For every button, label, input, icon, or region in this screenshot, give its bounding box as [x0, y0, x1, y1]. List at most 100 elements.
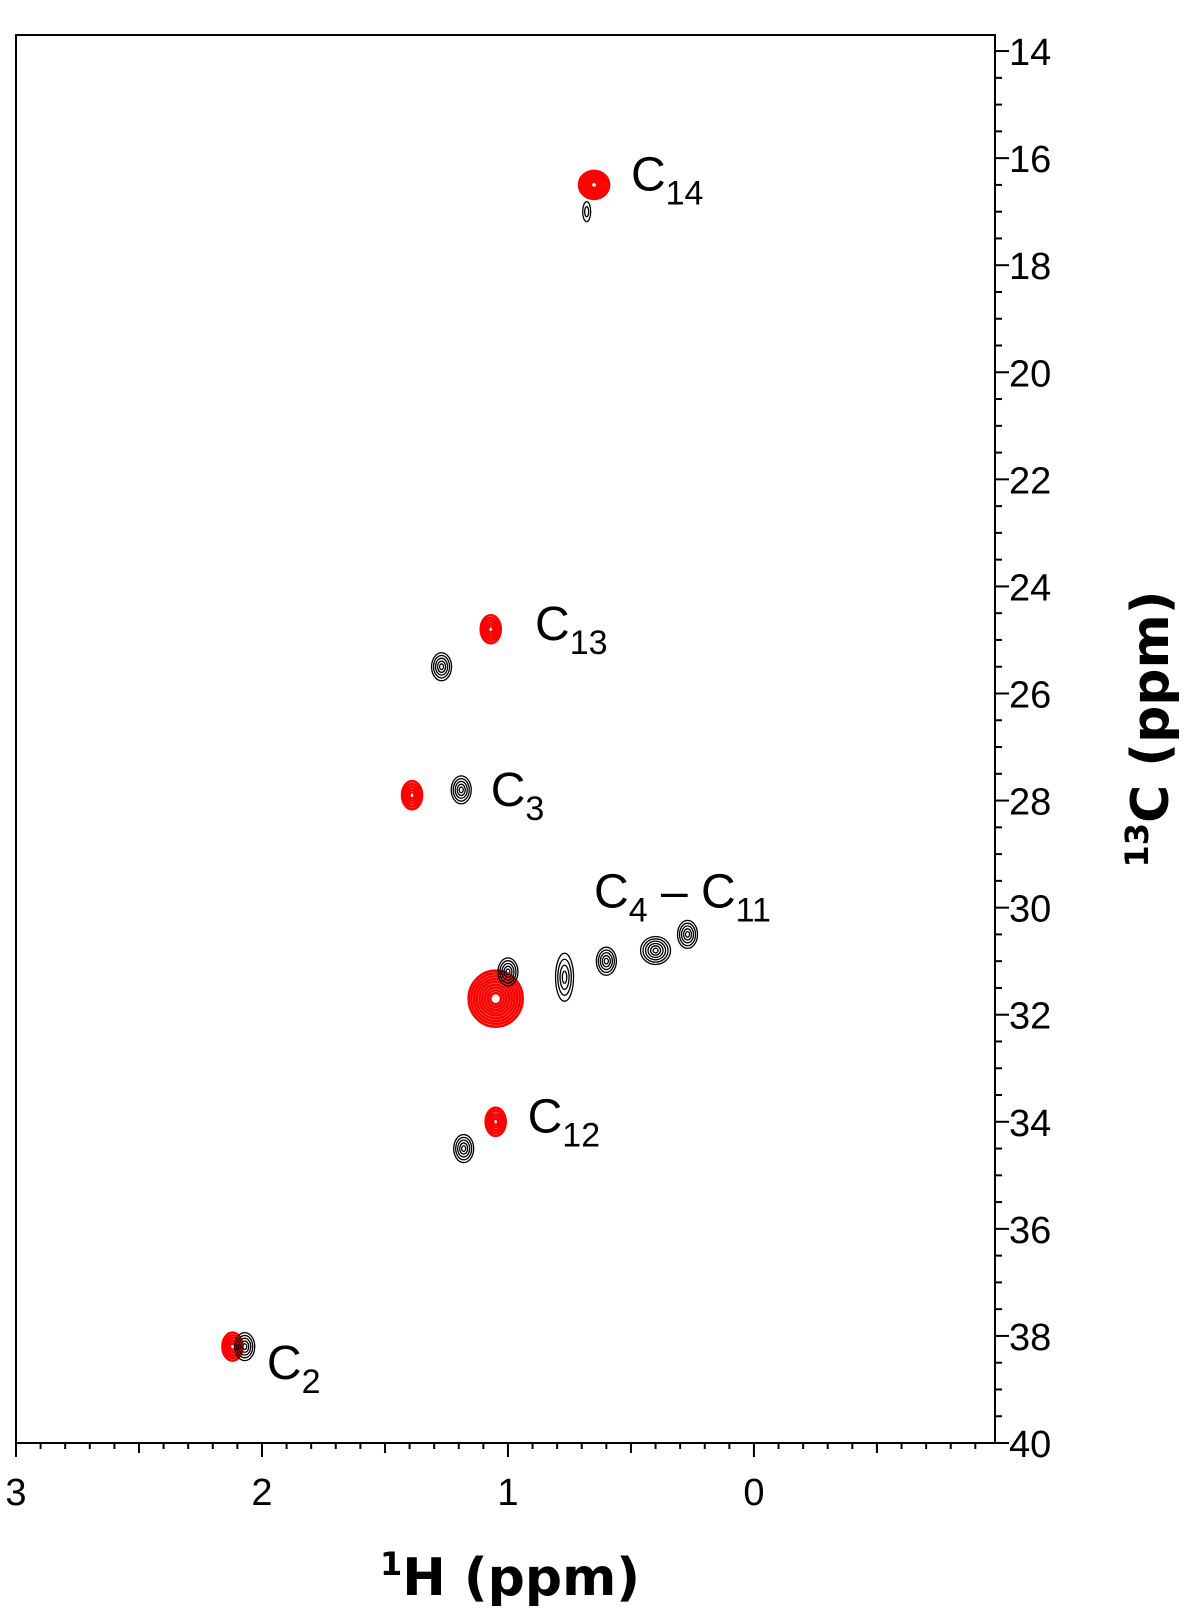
contour-ring: [649, 945, 662, 956]
peak-label: C13: [535, 598, 608, 662]
contour-ring: [242, 1343, 248, 1351]
contour-ring: [483, 619, 499, 639]
contour-ring: [503, 965, 513, 979]
contour-center: [409, 791, 415, 799]
contour-ring: [684, 930, 691, 938]
contour-center: [229, 1343, 236, 1350]
y-axis-title: 13C (ppm): [1118, 591, 1181, 868]
y-tick-label: 22: [1009, 460, 1051, 502]
contour-center: [590, 181, 598, 189]
contour-ring: [459, 1142, 469, 1155]
contour-ring: [438, 663, 445, 671]
contour-ring: [577, 169, 611, 201]
plot-frame: [15, 34, 996, 1444]
contour-ring: [461, 1145, 467, 1153]
peak-black: [453, 1133, 475, 1164]
contour-ring: [682, 928, 693, 941]
x-tick-label: 3: [5, 1472, 26, 1514]
peak-red: [479, 613, 503, 645]
contour-ring: [603, 957, 610, 965]
peak-black: [234, 1331, 256, 1362]
contour-ring: [238, 1337, 252, 1356]
contour-ring: [499, 960, 517, 984]
contour-ring: [454, 780, 468, 799]
contour-ring: [490, 1114, 501, 1129]
peak-red: [577, 169, 611, 201]
contour-ring: [501, 962, 515, 981]
contour-center: [492, 1118, 499, 1126]
contour-ring: [678, 922, 697, 947]
x-axis-title-sup: 1: [380, 1545, 402, 1583]
contour-ring: [584, 206, 590, 218]
contour-ring: [486, 988, 506, 1009]
peak-black: [430, 652, 453, 682]
contour-center: [487, 625, 494, 633]
contour-ring: [485, 622, 497, 637]
contour-ring: [478, 980, 514, 1017]
peak-label: C4 – C11: [594, 866, 771, 930]
y-tick-label: 20: [1009, 353, 1051, 395]
y-tick-label: 26: [1009, 674, 1051, 716]
contour-ring: [434, 657, 449, 676]
contour-ring: [240, 1340, 250, 1353]
x-axis-title: 1H (ppm): [380, 1545, 640, 1608]
x-tick-label: 0: [743, 1472, 764, 1514]
contour-ring: [486, 1109, 505, 1135]
contour-ring: [450, 775, 472, 805]
contour-ring: [554, 952, 575, 1002]
y-tick-label: 16: [1009, 139, 1051, 181]
contour-ring: [483, 986, 508, 1012]
contour-ring: [404, 785, 420, 805]
contour-ring: [457, 1139, 471, 1158]
contour-ring: [647, 942, 664, 959]
y-tick-label: 30: [1009, 889, 1051, 931]
contour-ring: [480, 983, 511, 1014]
contour-ring: [484, 1106, 507, 1138]
contour-ring: [453, 1133, 475, 1164]
contour-ring: [234, 1331, 256, 1362]
contour-ring: [561, 970, 568, 984]
y-tick-label: 28: [1009, 782, 1051, 824]
contour-ring: [639, 935, 672, 966]
contour-ring: [400, 779, 424, 811]
y-tick-label: 38: [1009, 1317, 1051, 1359]
contour-ring: [497, 957, 519, 987]
y-tick-label: 14: [1009, 32, 1051, 74]
y-tick-label: 32: [1009, 996, 1051, 1038]
contour-ring: [557, 958, 572, 996]
peaks: [221, 169, 699, 1362]
contour-ring: [644, 940, 667, 961]
y-axis-title-sup: 13: [1118, 823, 1156, 868]
peak-label: C2: [267, 1337, 321, 1401]
peak-label: C12: [528, 1090, 601, 1154]
contour-ring: [559, 964, 570, 990]
contour-ring: [582, 174, 606, 196]
contour-ring: [472, 974, 519, 1023]
contour-ring: [452, 778, 470, 802]
peak-black: [676, 919, 699, 950]
contour-ring: [587, 178, 601, 191]
contour-ring: [236, 1334, 254, 1359]
y-axis-title-main: C (ppm): [1121, 591, 1181, 823]
peak-black: [554, 952, 575, 1002]
peak-red: [484, 1106, 507, 1138]
contour-ring: [642, 938, 669, 963]
contour-ring: [652, 947, 659, 954]
contour-ring: [406, 788, 418, 803]
contour-ring: [470, 972, 522, 1026]
peak-black: [582, 201, 592, 223]
contour-ring: [430, 652, 453, 682]
contour-ring: [599, 952, 614, 971]
y-tick-label: 34: [1009, 1103, 1051, 1145]
peak-label: C3: [491, 764, 545, 828]
contour-ring: [582, 201, 592, 223]
peak-black: [450, 775, 472, 805]
x-tick-label: 2: [251, 1472, 272, 1514]
contour-center: [490, 992, 502, 1005]
contour-ring: [475, 977, 516, 1020]
contour-ring: [455, 1136, 473, 1161]
contour-ring: [432, 654, 451, 679]
y-tick-label: 18: [1009, 246, 1051, 288]
contour-ring: [597, 949, 616, 974]
contour-ring: [601, 954, 612, 968]
